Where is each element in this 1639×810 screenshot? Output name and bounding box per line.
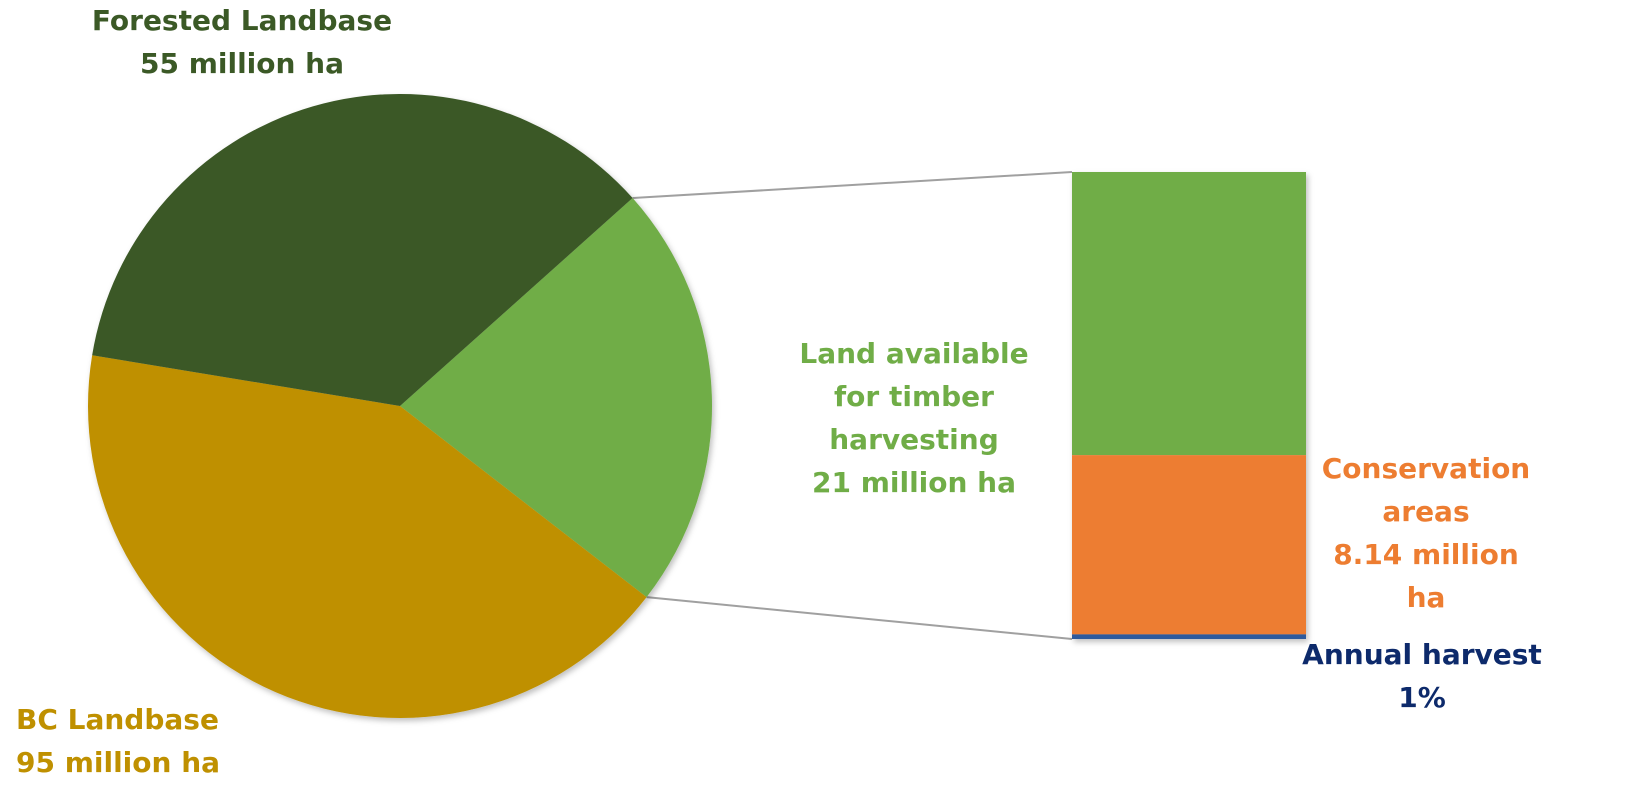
connector-line-top [632,171,1073,200]
label-forested-landbase: Forested Landbase 55 million ha [92,4,392,80]
label-conservation-areas-line: areas [1382,495,1469,528]
label-annual-harvest-line: Annual harvest [1302,638,1542,671]
pie-slice-forested [92,93,633,407]
label-timber-land-line: 21 million ha [812,466,1016,499]
label-conservation-areas: Conservation areas 8.14 million ha [1322,452,1530,614]
connector-line-bottom [646,596,1073,640]
label-timber-land-line: for timber [834,380,994,413]
pie-slice-timber [400,198,713,598]
bar-segment-harvest [1072,634,1306,639]
bar-segment-timber_rest [1072,172,1306,456]
label-bc-landbase-line: BC Landbase [16,703,219,736]
label-timber-land: Land available for timber harvesting 21 mil… [799,337,1028,499]
label-annual-harvest: Annual harvest 1% [1302,638,1542,714]
label-timber-land-line: harvesting [829,423,999,456]
label-forested-landbase-line: Forested Landbase [92,4,392,37]
label-conservation-areas-line: ha [1407,581,1446,614]
label-conservation-areas-line: 8.14 million [1333,538,1519,571]
label-bc-landbase-line: 95 million ha [16,746,220,779]
bar-segment-conservation [1072,455,1306,635]
label-timber-land-line: Land available [799,337,1028,370]
label-annual-harvest-line: 1% [1398,681,1446,714]
label-bc-landbase: BC Landbase 95 million ha [16,703,220,779]
pie-slice-bc [87,355,647,719]
label-conservation-areas-line: Conservation [1322,452,1530,485]
label-forested-landbase-line: 55 million ha [140,47,344,80]
